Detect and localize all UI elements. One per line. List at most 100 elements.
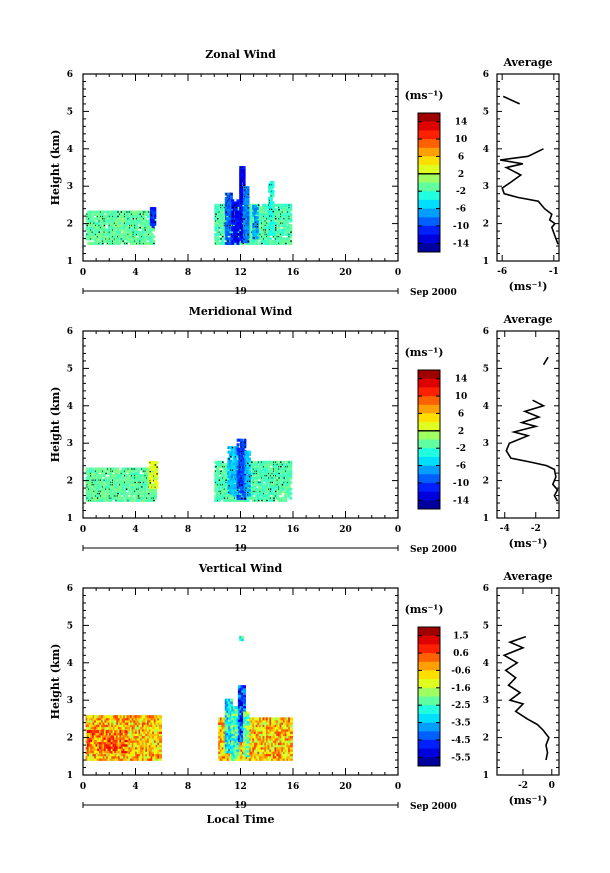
data-cell: [124, 235, 128, 239]
data-cell: [140, 498, 144, 502]
data-cell: [128, 742, 132, 746]
data-cell: [244, 457, 248, 461]
data-cell: [287, 237, 291, 241]
data-cell: [95, 498, 99, 502]
data-cell: [99, 217, 103, 221]
data-cell: [94, 228, 98, 232]
data-cell: [94, 472, 98, 475]
y-tick-label: 3: [67, 182, 73, 192]
data-cell: [269, 198, 273, 202]
contour-dot: [269, 490, 272, 493]
data-cell: [262, 474, 265, 478]
data-cell: [251, 465, 255, 469]
data-cell: [121, 498, 125, 502]
data-cell: [136, 724, 140, 728]
data-cell: [232, 466, 236, 470]
data-cell: [221, 494, 225, 498]
data-cell: [148, 746, 152, 750]
data-cell: [128, 715, 132, 719]
data-cell: [216, 241, 219, 245]
data-cell: [227, 482, 231, 486]
data-cell: [147, 753, 150, 757]
data-cell: [275, 472, 279, 475]
data-cell: [119, 753, 123, 757]
data-cell: [289, 476, 293, 480]
data-cell: [92, 717, 96, 721]
data-cell: [219, 226, 223, 230]
data-cell: [153, 757, 157, 761]
data-cell: [148, 235, 152, 239]
data-cell: [126, 724, 130, 728]
data-cell: [254, 231, 257, 235]
data-cell: [240, 228, 244, 232]
data-cell: [126, 492, 130, 496]
data-cell: [234, 235, 238, 239]
data-cell: [280, 476, 284, 480]
data-cell: [279, 478, 283, 482]
data-cell: [246, 468, 250, 472]
data-cell: [116, 755, 120, 759]
data-cell: [136, 237, 140, 241]
data-cell: [251, 239, 255, 243]
data-cell: [112, 726, 116, 730]
data-cell: [143, 483, 147, 487]
data-cell: [243, 228, 247, 232]
data-cell: [248, 239, 252, 243]
contour-dot: [134, 481, 136, 484]
data-cell: [240, 438, 243, 442]
data-cell: [258, 237, 262, 241]
contour-dot: [266, 499, 268, 502]
data-cell: [269, 230, 273, 234]
data-cell: [148, 742, 152, 746]
data-cell: [262, 226, 265, 230]
data-cell: [287, 210, 291, 214]
data-cell: [243, 494, 247, 498]
data-cell: [121, 478, 125, 482]
data-cell: [282, 230, 286, 234]
data-cell: [232, 455, 236, 459]
data-cell: [85, 719, 89, 723]
colorbar-segment: [418, 243, 440, 253]
data-cell: [258, 228, 262, 232]
data-cell: [118, 755, 121, 759]
data-cell: [128, 757, 132, 761]
data-cell: [116, 474, 120, 478]
data-cell: [263, 467, 267, 471]
data-cell: [94, 719, 98, 723]
data-cell: [236, 476, 240, 480]
contour-dot: [139, 227, 141, 229]
contour-dot: [244, 189, 246, 191]
data-cell: [94, 724, 98, 728]
data-cell: [267, 241, 271, 245]
data-cell: [90, 739, 94, 743]
data-cell: [116, 241, 120, 245]
data-cell: [101, 228, 104, 232]
data-cell: [87, 483, 91, 487]
data-cell: [255, 207, 259, 211]
data-cell: [102, 485, 106, 489]
data-cell: [94, 221, 98, 225]
contour-dot: [112, 229, 114, 231]
data-cell: [255, 463, 259, 466]
data-cell: [140, 748, 144, 752]
data-cell: [153, 209, 157, 213]
data-cell: [248, 232, 252, 236]
data-cell: [155, 719, 159, 723]
data-cell: [119, 228, 123, 232]
data-cell: [238, 438, 242, 442]
data-cell: [238, 497, 242, 501]
data-cell: [130, 496, 133, 500]
data-cell: [253, 487, 257, 491]
data-cell: [234, 491, 238, 495]
data-cell: [109, 726, 113, 730]
data-cell: [153, 717, 157, 721]
data-cell: [243, 240, 247, 244]
data-cell: [275, 219, 279, 223]
data-cell: [124, 212, 128, 216]
data-cell: [89, 230, 92, 234]
data-cell: [138, 219, 142, 223]
data-cell: [92, 498, 96, 502]
data-cell: [234, 232, 238, 236]
data-cell: [94, 474, 98, 478]
data-cell: [155, 483, 159, 487]
